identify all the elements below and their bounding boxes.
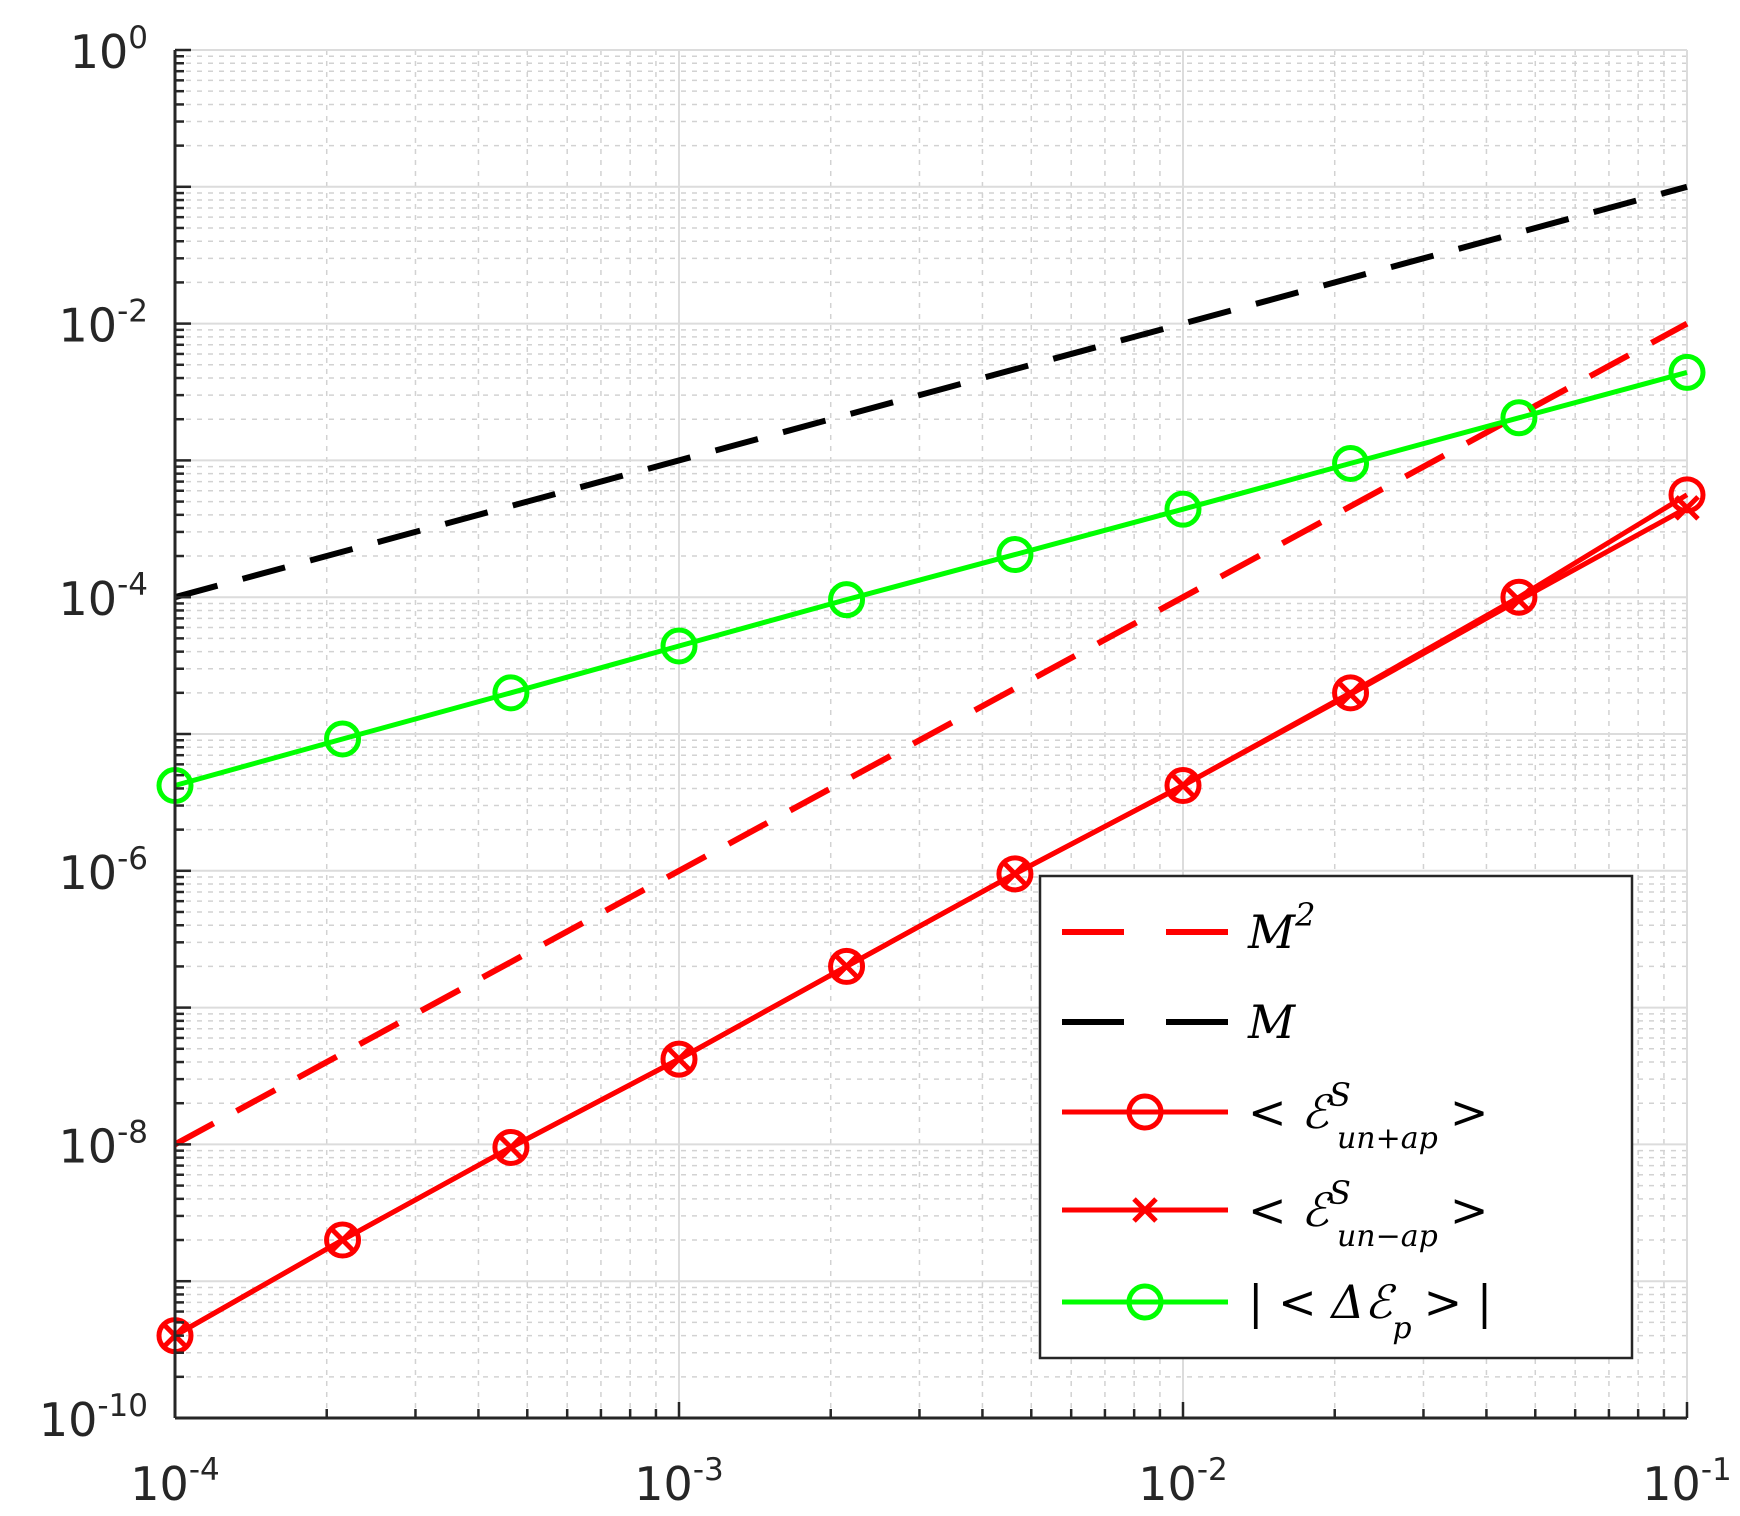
data-point xyxy=(828,947,866,985)
data-point xyxy=(660,627,698,665)
data-point xyxy=(666,1046,692,1072)
y-tick-label: 10-10 xyxy=(39,1388,148,1447)
legend-label: M xyxy=(1247,995,1297,1049)
y-tick-label: 100 xyxy=(70,20,148,79)
data-point xyxy=(1500,578,1538,616)
data-point xyxy=(1337,681,1364,708)
data-point xyxy=(1132,1197,1158,1223)
data-point xyxy=(828,581,866,619)
data-point xyxy=(833,953,860,980)
data-point xyxy=(324,720,362,758)
series-3 xyxy=(162,495,1700,1349)
legend-entry-0: M2 xyxy=(1062,896,1315,959)
data-point xyxy=(492,674,530,712)
legend-entry-4: | < Δℰp > | xyxy=(1062,1275,1492,1346)
data-point xyxy=(660,1040,698,1078)
data-point xyxy=(1332,674,1370,712)
legend-entry-1: M xyxy=(1062,995,1297,1049)
series-line xyxy=(173,505,1689,1338)
y-tick-label: 10-6 xyxy=(59,841,148,900)
legend-label: < ℰS un+ap > xyxy=(1248,1076,1488,1156)
series-0 xyxy=(173,320,1689,1148)
data-point xyxy=(1164,767,1202,805)
x-tick-label: 10-4 xyxy=(130,1452,219,1511)
legend-label: | < Δℰp > | xyxy=(1248,1275,1492,1346)
data-point xyxy=(1126,1093,1164,1131)
tick-labels: 10-4 10-3 10-2 10-1 10-10 10-8 10-6 10-4 10-2 100 xyxy=(39,20,1732,1511)
series-line xyxy=(174,369,1688,788)
series-4 xyxy=(156,353,1706,805)
series-line xyxy=(174,183,1688,601)
data-point xyxy=(324,1221,362,1259)
data-point xyxy=(1668,353,1706,391)
x-tick-label: 10-1 xyxy=(1642,1452,1731,1511)
series-group xyxy=(156,183,1706,1355)
data-point xyxy=(1002,861,1028,887)
series-line xyxy=(173,320,1689,1148)
data-point xyxy=(1500,399,1538,437)
data-point xyxy=(996,536,1034,574)
data-point xyxy=(1674,495,1700,521)
data-point xyxy=(329,1227,356,1253)
data-point xyxy=(498,1134,524,1161)
y-tick-label: 10-2 xyxy=(59,294,148,353)
legend-label: M2 xyxy=(1247,896,1315,959)
data-point xyxy=(1170,772,1196,799)
series-1 xyxy=(174,183,1688,601)
y-tick-label: 10-8 xyxy=(59,1114,148,1173)
data-point xyxy=(996,855,1034,893)
x-tick-label: 10-2 xyxy=(1138,1452,1227,1511)
x-tick-label: 10-3 xyxy=(634,1452,723,1511)
axes xyxy=(173,48,1689,1420)
data-point xyxy=(1126,1283,1164,1321)
legend-entry-3: < ℰS un−ap > xyxy=(1062,1174,1488,1254)
legend-box xyxy=(1038,874,1634,1360)
data-point xyxy=(1164,490,1202,528)
legend-entry-2: < ℰS un+ap > xyxy=(1062,1076,1488,1156)
data-point xyxy=(1506,587,1532,614)
data-point xyxy=(492,1128,530,1166)
data-point xyxy=(1332,444,1370,482)
legend-label: < ℰS un−ap > xyxy=(1248,1174,1488,1254)
y-tick-label: 10-4 xyxy=(59,567,148,626)
legend: M2 M < ℰS un+ap > < ℰS un−ap > | < Δℰp > | xyxy=(1038,874,1634,1360)
